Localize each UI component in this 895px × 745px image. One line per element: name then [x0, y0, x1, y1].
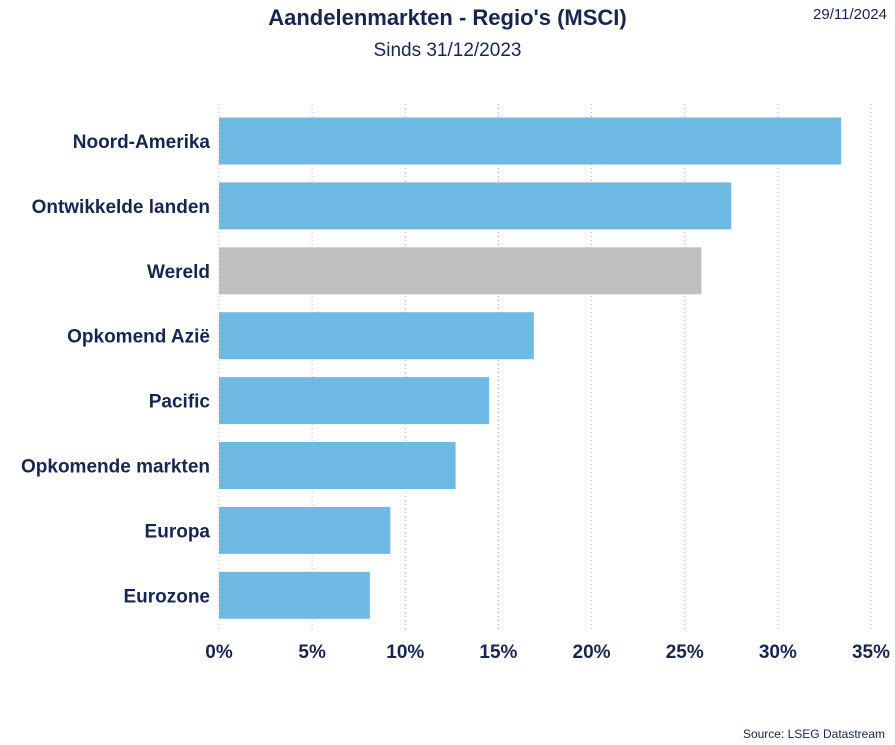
x-tick-label: 5%	[298, 642, 326, 663]
source-note: Source: LSEG Datastream	[742, 727, 885, 741]
bar	[219, 247, 702, 295]
chart-title: Aandelenmarkten - Regio's (MSCI)	[268, 5, 627, 30]
x-tick-label: 30%	[759, 642, 797, 663]
category-label: Wereld	[147, 262, 210, 283]
category-label: Opkomende markten	[21, 457, 210, 478]
bar	[219, 377, 490, 425]
x-tick-label: 20%	[573, 642, 611, 663]
category-label: Pacific	[149, 392, 211, 413]
bar	[219, 312, 534, 360]
bar	[219, 571, 370, 619]
date-stamp: 29/11/2024	[813, 6, 887, 23]
x-tick-label: 25%	[666, 642, 704, 663]
bar	[219, 117, 842, 165]
x-tick-label: 15%	[479, 642, 517, 663]
x-tick-label: 35%	[852, 642, 890, 663]
chart-subtitle: Sinds 31/12/2023	[373, 40, 522, 61]
category-label: Ontwikkelde landen	[32, 197, 210, 218]
x-tick-label: 10%	[386, 642, 424, 663]
category-label: Noord-Amerika	[73, 132, 211, 153]
x-tick-label: 0%	[205, 642, 233, 663]
bar	[219, 506, 391, 554]
category-label: Europa	[145, 521, 211, 542]
category-label: Eurozone	[123, 586, 210, 607]
bar	[219, 442, 456, 489]
bar	[219, 182, 732, 230]
category-label: Opkomend Azië	[67, 327, 210, 348]
